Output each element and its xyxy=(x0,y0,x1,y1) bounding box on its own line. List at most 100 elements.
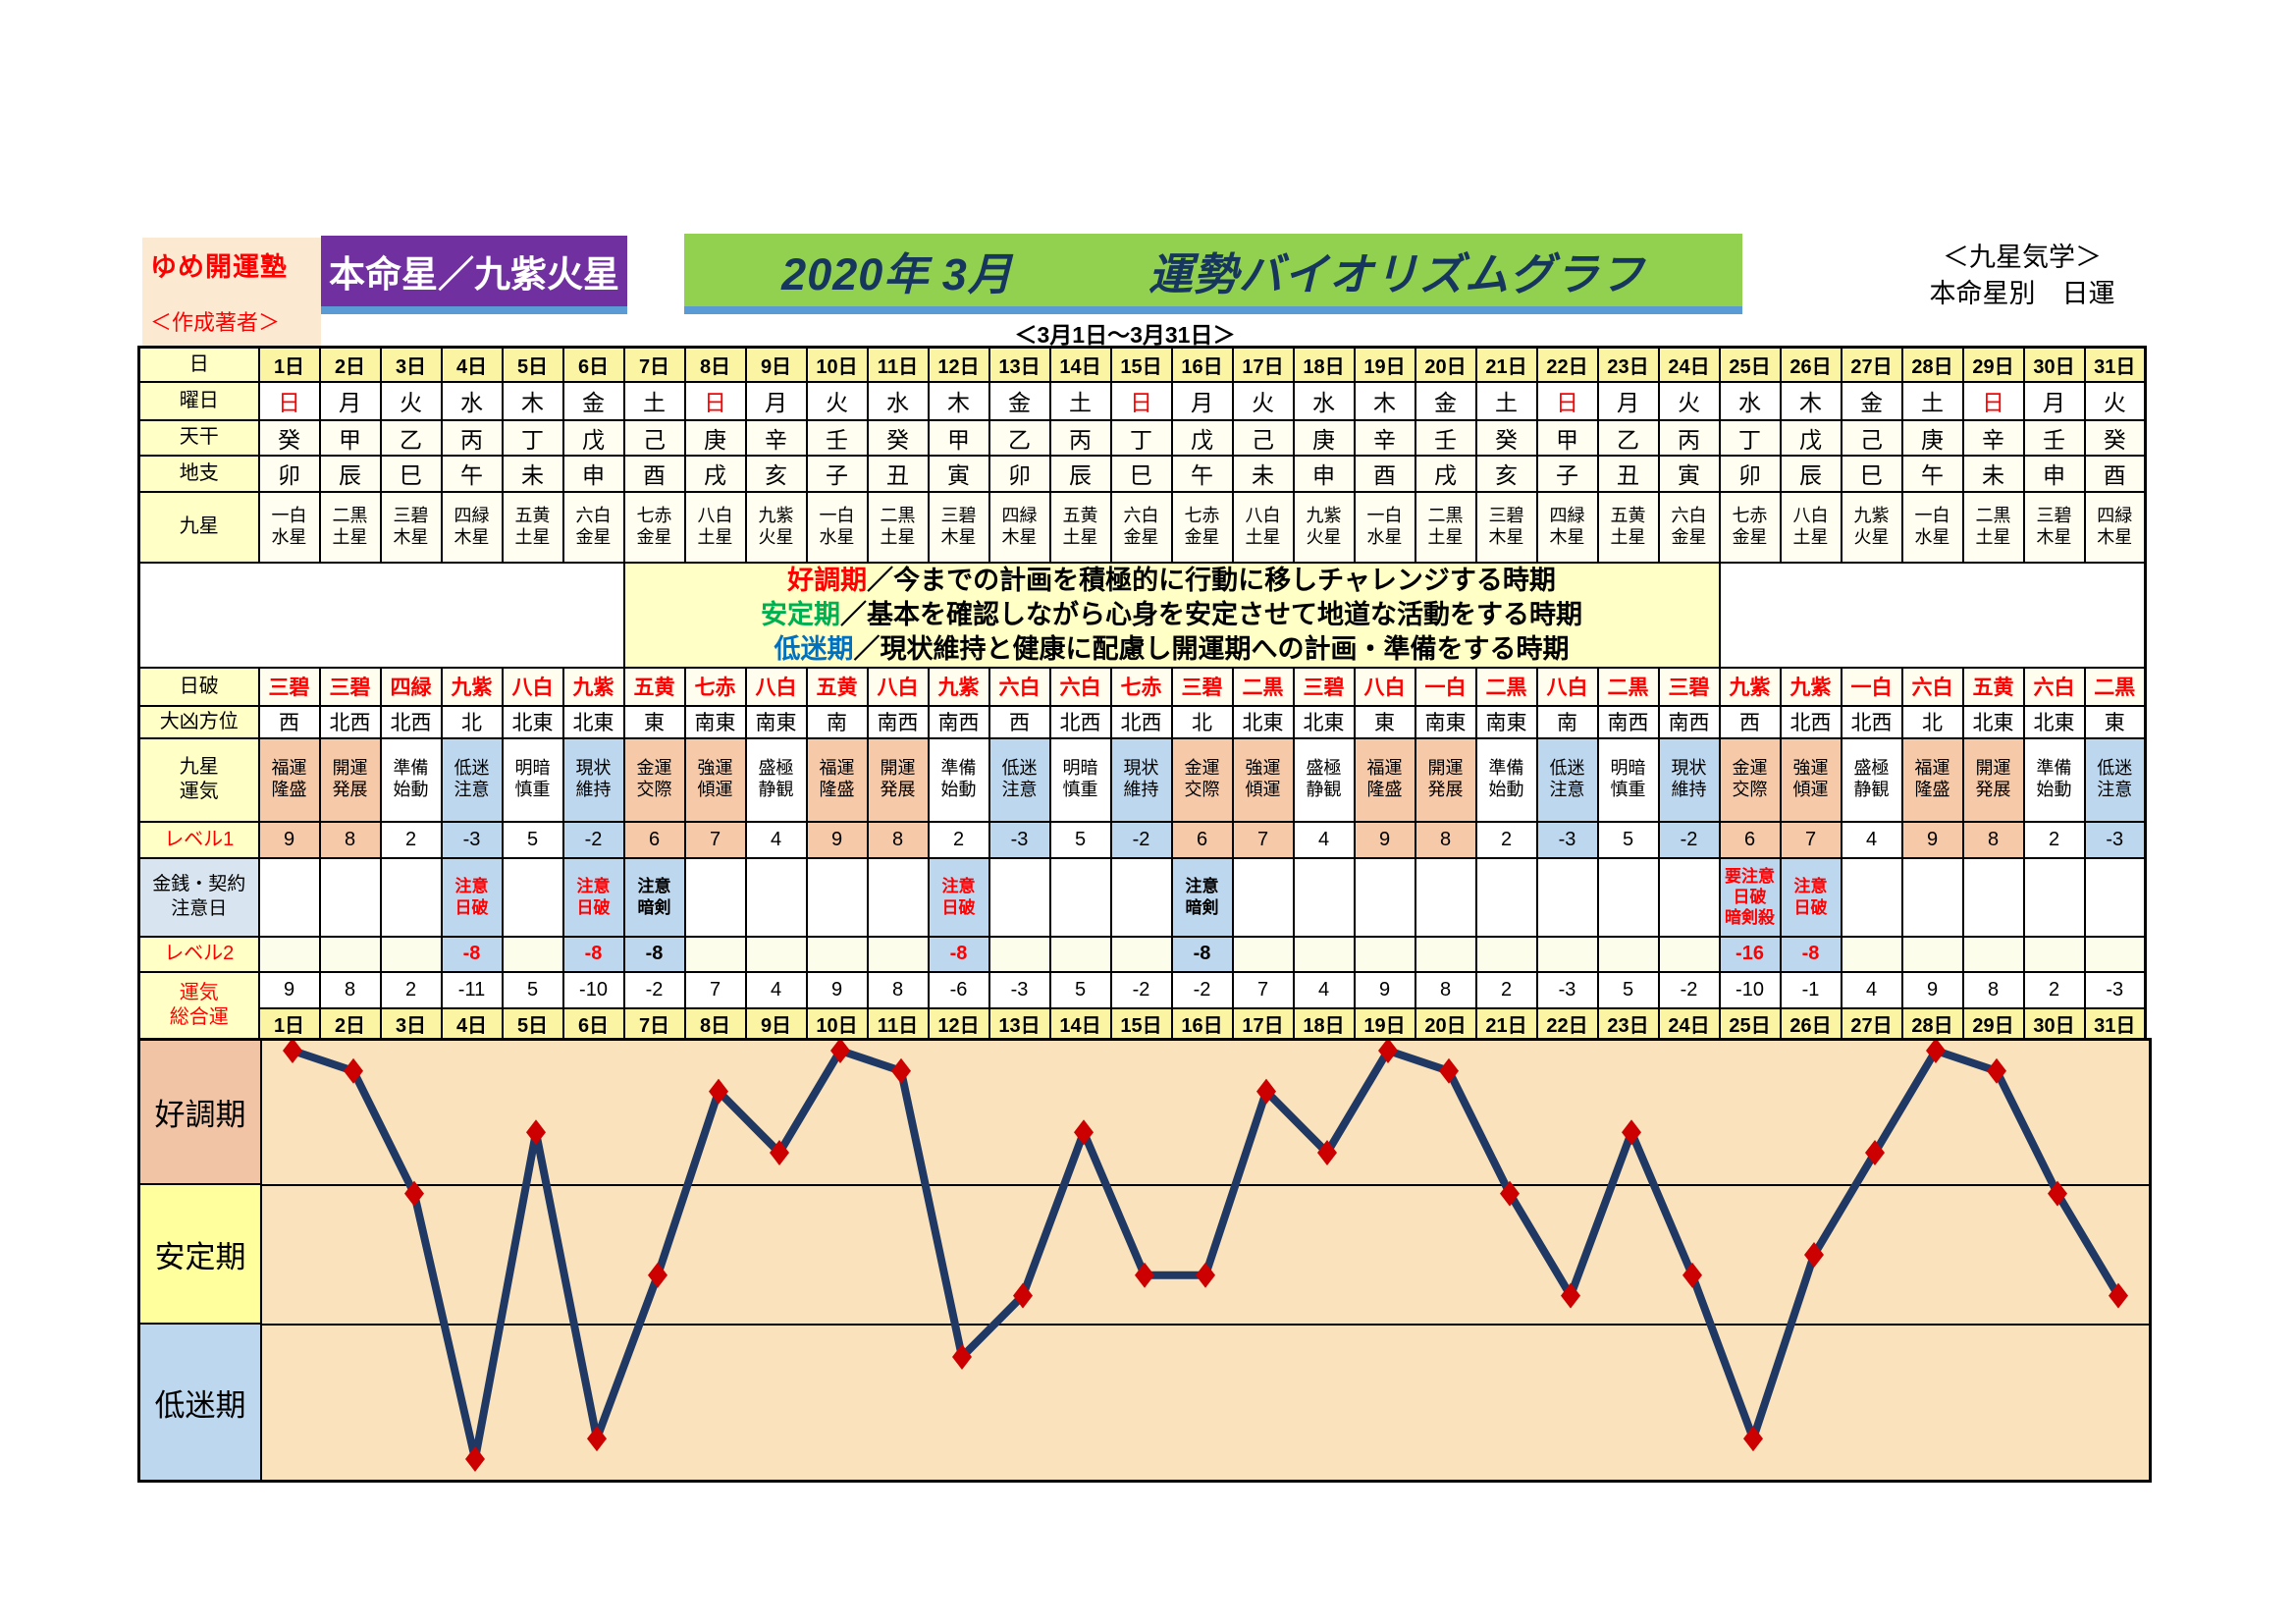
day-footer: 26日 xyxy=(1779,1006,1842,1042)
total-cell: 8 xyxy=(1414,970,1477,1009)
weekday-cell: 木 xyxy=(927,380,990,421)
weekday-cell: 水 xyxy=(1292,380,1356,421)
data-point-marker xyxy=(465,1446,485,1472)
unki-cell: 明暗 慎重 xyxy=(1596,736,1660,823)
unki-cell: 強運 傾運 xyxy=(1779,736,1842,823)
tenkan-cell: 丙 xyxy=(1048,418,1112,457)
level1-cell: 4 xyxy=(744,820,808,859)
level1-cell: 4 xyxy=(1840,820,1903,859)
weekday-cell: 木 xyxy=(501,380,564,421)
data-point-marker xyxy=(709,1078,728,1105)
total-cell: -3 xyxy=(2083,970,2147,1009)
legend-left-spacer xyxy=(137,561,625,669)
caution-cell: 注意 日破 xyxy=(440,856,504,938)
total-cell: 8 xyxy=(318,970,382,1009)
row-label-day: 日 xyxy=(137,346,260,383)
daikyo-cell: 南西 xyxy=(1657,704,1721,739)
day-header: 22日 xyxy=(1535,346,1599,383)
level2-cell xyxy=(805,935,869,973)
weekday-cell: 火 xyxy=(1231,380,1295,421)
day-footer: 9日 xyxy=(744,1006,808,1042)
unki-cell: 福運 隆盛 xyxy=(805,736,869,823)
weekday-cell: 日 xyxy=(1961,380,2025,421)
kyusei-cell: 三碧 木星 xyxy=(1474,490,1538,564)
tenkan-cell: 乙 xyxy=(379,418,443,457)
kyusei-cell: 六白 金星 xyxy=(1109,490,1173,564)
weekday-cell: 土 xyxy=(622,380,686,421)
date-range-subtitle: ＜3月1日～3月31日＞ xyxy=(1014,322,1236,348)
tenkan-cell: 辛 xyxy=(1961,418,2025,457)
kyusei-cell: 三碧 木星 xyxy=(379,490,443,564)
kyusei-cell: 四緑 木星 xyxy=(440,490,504,564)
unki-cell: 福運 隆盛 xyxy=(257,736,321,823)
caution-cell xyxy=(1535,856,1599,938)
unki-cell: 強運 傾運 xyxy=(683,736,747,823)
nippa-cell: 七赤 xyxy=(1109,666,1173,707)
nippa-cell: 六白 xyxy=(2022,666,2086,707)
tenkan-cell: 乙 xyxy=(1596,418,1660,457)
unki-cell: 盛極 静観 xyxy=(1292,736,1356,823)
chishi-cell: 申 xyxy=(561,454,625,493)
chishi-cell: 巳 xyxy=(1840,454,1903,493)
daikyo-cell: 南西 xyxy=(927,704,990,739)
nippa-cell: 九紫 xyxy=(440,666,504,707)
daikyo-cell: 南東 xyxy=(683,704,747,739)
day-header: 3日 xyxy=(379,346,443,383)
total-cell: -6 xyxy=(927,970,990,1009)
daikyo-cell: 南 xyxy=(805,704,869,739)
weekday-cell: 日 xyxy=(1109,380,1173,421)
caution-cell xyxy=(501,856,564,938)
weekday-cell: 土 xyxy=(1900,380,1964,421)
day-header: 8日 xyxy=(683,346,747,383)
daikyo-cell: 南東 xyxy=(1414,704,1477,739)
kyusei-cell: 八白 土星 xyxy=(683,490,747,564)
level2-cell xyxy=(1961,935,2025,973)
level1-cell: -2 xyxy=(1109,820,1173,859)
caution-cell: 注意 日破 xyxy=(561,856,625,938)
weekday-cell: 火 xyxy=(2083,380,2147,421)
total-cell: 2 xyxy=(2022,970,2086,1009)
day-header: 4日 xyxy=(440,346,504,383)
level1-cell: 7 xyxy=(1231,820,1295,859)
tenkan-cell: 甲 xyxy=(927,418,990,457)
nippa-cell: 二黒 xyxy=(1474,666,1538,707)
chishi-cell: 子 xyxy=(805,454,869,493)
chishi-cell: 戌 xyxy=(1414,454,1477,493)
weekday-cell: 土 xyxy=(1048,380,1112,421)
weekday-cell: 月 xyxy=(1596,380,1660,421)
weekday-cell: 水 xyxy=(440,380,504,421)
weekday-cell: 火 xyxy=(379,380,443,421)
weekday-cell: 日 xyxy=(257,380,321,421)
row-label-weekday: 曜日 xyxy=(137,380,260,421)
caution-cell: 注意 暗剣 xyxy=(1170,856,1234,938)
chishi-cell: 辰 xyxy=(1779,454,1842,493)
weekday-cell: 火 xyxy=(1657,380,1721,421)
nippa-cell: 三碧 xyxy=(257,666,321,707)
level2-cell xyxy=(988,935,1051,973)
day-header: 18日 xyxy=(1292,346,1356,383)
unki-cell: 開運 発展 xyxy=(1961,736,2025,823)
level1-cell: -3 xyxy=(1535,820,1599,859)
legend-line: 低迷期／現状維持と健康に配慮し開運期への計画・準備をする時期 xyxy=(626,632,1718,666)
tenkan-cell: 己 xyxy=(622,418,686,457)
total-cell: 9 xyxy=(1900,970,1964,1009)
weekday-cell: 金 xyxy=(988,380,1051,421)
data-point-marker xyxy=(1804,1242,1824,1268)
nippa-cell: 八白 xyxy=(866,666,930,707)
daikyo-cell: 北 xyxy=(1170,704,1234,739)
weekday-cell: 土 xyxy=(1474,380,1538,421)
unki-cell: 開運 発展 xyxy=(866,736,930,823)
daikyo-cell: 北 xyxy=(440,704,504,739)
day-footer: 29日 xyxy=(1961,1006,2025,1042)
daikyo-cell: 北西 xyxy=(1779,704,1842,739)
data-point-marker xyxy=(1865,1140,1885,1165)
nippa-cell: 三碧 xyxy=(1657,666,1721,707)
day-footer: 3日 xyxy=(379,1006,443,1042)
caution-cell: 注意 日破 xyxy=(1779,856,1842,938)
level2-cell xyxy=(1657,935,1721,973)
site-name: ゆめ開運塾 xyxy=(150,252,288,282)
level2-cell xyxy=(501,935,564,973)
day-header: 28日 xyxy=(1900,346,1964,383)
day-footer: 21日 xyxy=(1474,1006,1538,1042)
level2-cell xyxy=(1900,935,1964,973)
